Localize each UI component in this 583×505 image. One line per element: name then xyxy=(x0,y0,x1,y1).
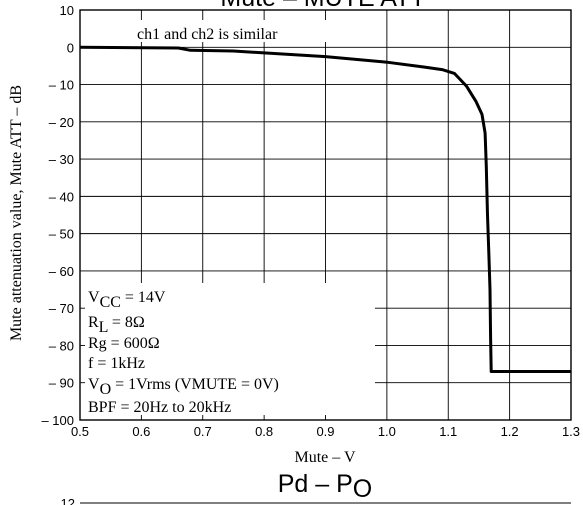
condition-line: VCC = 14V xyxy=(88,289,166,311)
x-tick-label: 0.9 xyxy=(316,424,334,439)
series-line xyxy=(79,45,571,373)
condition-rest: = 1Vrms (VMUTE = 0V) xyxy=(111,376,279,393)
condition-main: BPF = 20Hz to 20kHz xyxy=(88,399,231,416)
x-tick-label: 0.7 xyxy=(194,424,212,439)
condition-line: VO = 1Vrms (VMUTE = 0V) xyxy=(88,376,279,398)
y-tick-label: 10 xyxy=(60,3,74,18)
y-ticks: 10 0 – 10 – 20 – 30 – 40 – 50 – 60 – 70 – 80 – 90 –… xyxy=(41,3,74,428)
y-tick-label: – 90 xyxy=(49,376,74,391)
plot-frame xyxy=(79,9,572,421)
condition-main: V xyxy=(88,376,100,393)
x-axis-label: Mute – V xyxy=(294,449,355,466)
bottom-chart-title-main: Pd – P xyxy=(278,470,353,498)
condition-rest: = 8Ω xyxy=(108,314,145,331)
condition-main: Rg = 600Ω xyxy=(88,335,160,352)
condition-subscript: O xyxy=(100,381,112,398)
y-tick-label: – 70 xyxy=(49,301,74,316)
condition-subscript: L xyxy=(99,319,108,336)
x-ticks: 0.5 0.6 0.7 0.8 0.9 1.0 1.1 1.2 1.3 xyxy=(71,424,580,439)
y-tick-label: – 40 xyxy=(49,189,74,204)
condition-main: f = 1kHz xyxy=(88,355,145,372)
condition-line: Rg = 600Ω xyxy=(88,335,160,352)
y-tick-label: – 20 xyxy=(49,115,74,130)
chart-title: Mute – MUTE ATT xyxy=(220,0,425,12)
y-tick-label: – 100 xyxy=(41,413,74,428)
top-note-background xyxy=(130,20,340,42)
x-tick-label: 0.6 xyxy=(132,424,150,439)
y-tick-label: – 80 xyxy=(49,338,74,353)
condition-line: RL = 8Ω xyxy=(88,314,145,336)
y-tick-label: – 30 xyxy=(49,152,74,167)
condition-main: V xyxy=(88,289,100,306)
condition-rest: = 14V xyxy=(121,289,166,306)
conditions-background xyxy=(85,283,375,415)
y-tick-label: – 60 xyxy=(49,264,74,279)
x-tick-label: 1.2 xyxy=(501,424,519,439)
bottom-chart-title-sub: O xyxy=(353,475,372,503)
x-tick-label: 0.8 xyxy=(255,424,273,439)
y-axis-label: Mute attenuation value, Mute ATT – dB xyxy=(8,85,25,341)
y-tick-label: – 10 xyxy=(49,78,74,93)
y-tick-label: – 50 xyxy=(49,227,74,242)
x-tick-label: 1.0 xyxy=(378,424,396,439)
condition-subscript: CC xyxy=(100,294,121,311)
condition-line: BPF = 20Hz to 20kHz xyxy=(88,399,231,416)
plot-border xyxy=(79,9,572,421)
bottom-chart-title: Pd – PO xyxy=(278,470,373,503)
condition-line: f = 1kHz xyxy=(88,355,145,372)
top-note: ch1 and ch2 is similar xyxy=(137,26,278,43)
x-tick-label: 0.5 xyxy=(71,424,89,439)
x-tick-label: 1.1 xyxy=(439,424,457,439)
y-tick-label: 0 xyxy=(67,40,74,55)
x-tick-label: 1.3 xyxy=(562,424,580,439)
bottom-chart-y-tick: 12 xyxy=(61,496,75,505)
condition-main: R xyxy=(88,314,99,331)
